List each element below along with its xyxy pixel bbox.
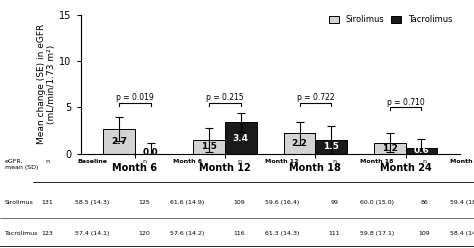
Text: 59.4 (18.0): 59.4 (18.0) [450, 200, 474, 205]
Y-axis label: Mean change (SE) in eGFR
(mL/min/1.73 m²): Mean change (SE) in eGFR (mL/min/1.73 m²… [37, 24, 56, 144]
Bar [284, 133, 315, 154]
Text: p = 0.215: p = 0.215 [206, 93, 244, 102]
Text: Month 6: Month 6 [173, 159, 202, 164]
Text: 1.2: 1.2 [382, 144, 398, 153]
Text: 58.4 (14.9): 58.4 (14.9) [450, 231, 474, 237]
Text: 2.2: 2.2 [292, 139, 308, 148]
Text: 60.0 (15.0): 60.0 (15.0) [360, 200, 394, 205]
Text: 120: 120 [139, 231, 150, 237]
Text: p = 0.019: p = 0.019 [116, 93, 154, 102]
Bar [193, 140, 225, 154]
Text: 125: 125 [139, 200, 150, 205]
Text: 123: 123 [41, 231, 54, 237]
Bar [315, 140, 347, 154]
Text: Tacrolimus: Tacrolimus [5, 231, 38, 237]
Text: n: n [422, 159, 426, 164]
Text: 57.6 (14.2): 57.6 (14.2) [170, 231, 204, 237]
Bar [225, 122, 256, 154]
Text: Month 12: Month 12 [265, 159, 299, 164]
Text: 0.6: 0.6 [413, 147, 429, 155]
Text: 116: 116 [234, 231, 245, 237]
Text: Month 18: Month 18 [360, 159, 393, 164]
Text: Baseline: Baseline [77, 159, 108, 164]
Text: 1.5: 1.5 [323, 142, 339, 151]
Text: 111: 111 [328, 231, 340, 237]
Text: 2.7: 2.7 [111, 137, 127, 146]
Text: p = 0.722: p = 0.722 [297, 93, 334, 102]
Text: 0.0: 0.0 [143, 148, 158, 157]
Text: n: n [332, 159, 336, 164]
Text: 99: 99 [330, 200, 338, 205]
Text: 3.4: 3.4 [233, 133, 249, 143]
Text: 59.8 (17.1): 59.8 (17.1) [360, 231, 394, 237]
Bar [103, 129, 135, 154]
Text: n: n [143, 159, 146, 164]
Text: 109: 109 [234, 200, 245, 205]
Text: n: n [46, 159, 49, 164]
Text: 1.5: 1.5 [201, 142, 217, 151]
Text: 58.5 (14.3): 58.5 (14.3) [75, 200, 109, 205]
Bar [374, 143, 406, 154]
Text: n: n [237, 159, 241, 164]
Text: 61.3 (14.3): 61.3 (14.3) [265, 231, 299, 237]
Text: 109: 109 [419, 231, 430, 237]
Text: Month 24: Month 24 [450, 159, 474, 164]
Text: p = 0.710: p = 0.710 [387, 97, 425, 107]
Text: 57.4 (14.1): 57.4 (14.1) [75, 231, 109, 237]
Legend: Sirolimus, Tacrolimus: Sirolimus, Tacrolimus [326, 12, 456, 28]
Text: 59.6 (16.4): 59.6 (16.4) [265, 200, 299, 205]
Text: 86: 86 [420, 200, 428, 205]
Text: 61.6 (14.9): 61.6 (14.9) [170, 200, 204, 205]
Text: 131: 131 [42, 200, 53, 205]
Text: eGFR,
mean (SD): eGFR, mean (SD) [5, 159, 38, 170]
Bar [406, 148, 437, 154]
Text: Sirolimus: Sirolimus [5, 200, 34, 205]
